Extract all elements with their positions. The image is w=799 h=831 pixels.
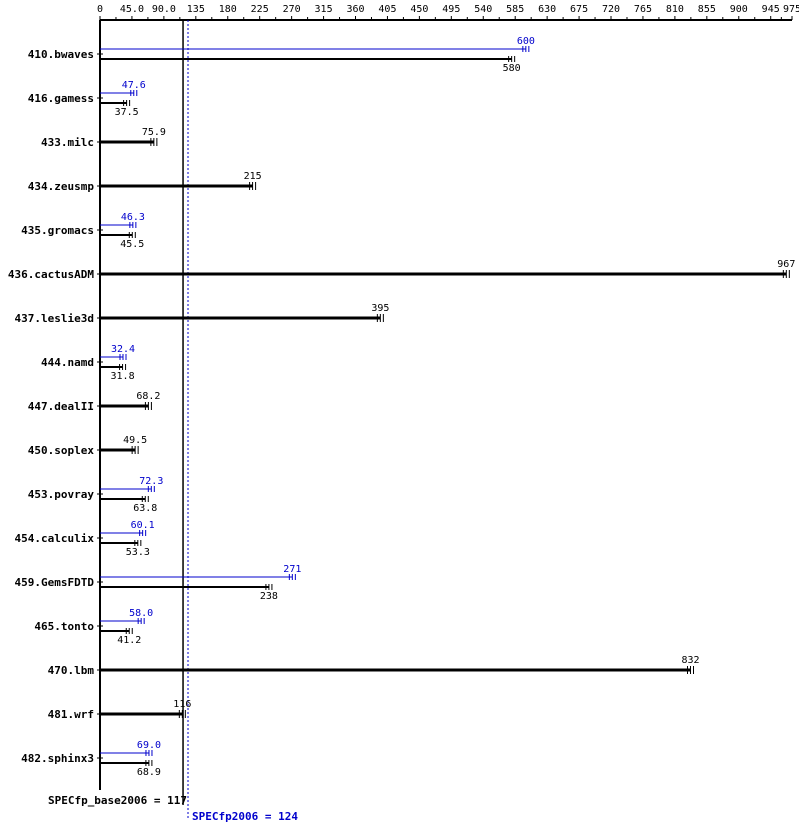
benchmark-label: 436.cactusADM [8,268,94,281]
benchmark-label: 454.calculix [15,532,95,545]
peak-value-label: 46.3 [121,212,145,223]
benchmark-label: 410.bwaves [28,48,94,61]
base-value-label: 238 [260,591,278,602]
benchmark-label: 470.lbm [48,664,95,677]
base-value-label: 41.2 [117,635,141,646]
base-value-label: 580 [503,63,521,74]
base-value-label: 967 [777,259,795,270]
x-tick-label: 315 [315,4,333,15]
x-tick-label: 585 [506,4,524,15]
peak-value-label: 32.4 [111,344,135,355]
benchmark-label: 482.sphinx3 [21,752,94,765]
x-tick-label: 720 [602,4,620,15]
benchmark-label: 433.milc [41,136,94,149]
x-tick-label: 450 [410,4,428,15]
x-tick-label: 45.0 [120,4,144,15]
benchmark-label: 453.povray [28,488,95,501]
peak-value-label: 69.0 [137,740,161,751]
peak-value-label: 58.0 [129,608,153,619]
base-score-text: SPECfp_base2006 = 117 [48,794,187,807]
peak-value-label: 47.6 [122,80,146,91]
base-value-label: 215 [244,171,262,182]
base-value-label: 395 [371,303,389,314]
x-tick-label: 405 [378,4,396,15]
x-tick-label: 810 [666,4,684,15]
base-value-label: 116 [173,699,191,710]
chart-svg: 0 45.0 90.0 135 180 225 270 315 360 405 450 495 540 5… [0,0,799,831]
x-tick-label: 270 [283,4,301,15]
peak-value-label: 72.3 [139,476,163,487]
base-value-label: 63.8 [133,503,157,514]
base-value-label: 37.5 [115,107,139,118]
base-value-label: 75.9 [142,127,166,138]
benchmark-label: 434.zeusmp [28,180,95,193]
benchmark-label: 435.gromacs [21,224,94,237]
benchmark-label: 481.wrf [48,708,94,721]
base-value-label: 49.5 [123,435,147,446]
benchmark-label: 450.soplex [28,444,95,457]
benchmark-label: 416.gamess [28,92,94,105]
x-tick-label: 0 [97,4,103,15]
benchmark-label: 459.GemsFDTD [15,576,95,589]
base-value-label: 45.5 [120,239,144,250]
x-tick-label: 630 [538,4,556,15]
peak-score-text: SPECfp2006 = 124 [192,810,298,823]
x-tick-label: 765 [634,4,652,15]
x-tick-label: 900 [730,4,748,15]
x-tick-label: 360 [346,4,364,15]
base-value-label: 53.3 [126,547,150,558]
x-tick-label: 540 [474,4,492,15]
benchmark-label: 465.tonto [34,620,94,633]
x-tick-label: 945 [762,4,780,15]
benchmark-label: 447.dealII [28,400,94,413]
base-value-label: 68.9 [137,767,161,778]
x-tick-label: 225 [251,4,269,15]
benchmark-label: 444.namd [41,356,94,369]
x-tick-label: 135 [187,4,205,15]
x-tick-label: 855 [698,4,716,15]
base-value-label: 832 [681,655,699,666]
base-value-label: 68.2 [136,391,160,402]
spec-chart: 0 45.0 90.0 135 180 225 270 315 360 405 450 495 540 5… [0,0,799,831]
base-value-label: 31.8 [111,371,135,382]
x-tick-label: 180 [219,4,237,15]
benchmark-label: 437.leslie3d [15,312,94,325]
peak-value-label: 271 [283,564,301,575]
x-tick-label: 675 [570,4,588,15]
peak-value-label: 600 [517,36,535,47]
peak-value-label: 60.1 [131,520,155,531]
x-tick-label: 975 [783,4,799,15]
x-tick-label: 90.0 [152,4,176,15]
x-tick-label: 495 [442,4,460,15]
